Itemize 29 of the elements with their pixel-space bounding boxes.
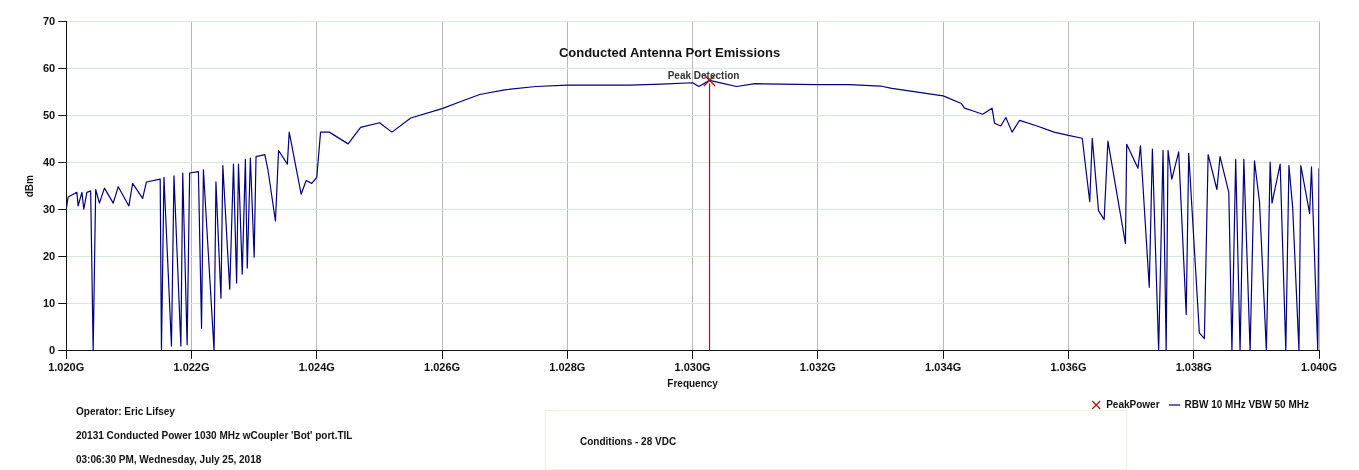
x-tick-label: 1.038G [1175, 361, 1212, 374]
y-tick-label: 30 [42, 202, 56, 215]
legend-label: RBW 10 MHz VBW 50 MHz [1184, 398, 1309, 410]
y-tick-label: 20 [42, 249, 56, 262]
y-tick-label: 10 [42, 296, 56, 309]
y-axis-title: dBm [23, 174, 35, 198]
text: Operator: Eric Lifsey [76, 406, 175, 417]
x-tick-label: 1.032G [799, 361, 836, 374]
y-tick-label: 40 [42, 155, 56, 168]
text: Conducted Antenna Port Emissions [558, 45, 781, 61]
ref-line-label: Peak Detection [667, 70, 740, 82]
y-tick-label: 70 [42, 14, 56, 27]
x-tick-label: 1.034G [925, 361, 962, 374]
y-tick-label: 50 [42, 108, 56, 121]
x-tick-label: 1.040G [1300, 361, 1338, 374]
x-tick-label: 1.028G [549, 361, 586, 374]
y-tick-label: 60 [42, 61, 56, 74]
legend-label: PeakPower [1106, 398, 1160, 410]
x-tick-label: 1.024G [298, 361, 335, 374]
text: Conditions - 28 VDC [580, 436, 677, 447]
y-tick-label: 0 [49, 343, 56, 356]
x-tick-label: 1.020G [48, 361, 85, 374]
x-tick-label: 1.030G [674, 361, 711, 374]
text: 03:06:30 PM, Wednesday, July 25, 2018 [76, 454, 262, 465]
x-axis-title: Frequency [667, 377, 719, 389]
x-tick-label: 1.022G [173, 361, 210, 374]
x-tick-label: 1.036G [1050, 361, 1087, 374]
text: 20131 Conducted Power 1030 MHz wCoupler 'Bot' port.TIL [76, 430, 353, 441]
x-tick-label: 1.026G [424, 361, 461, 374]
